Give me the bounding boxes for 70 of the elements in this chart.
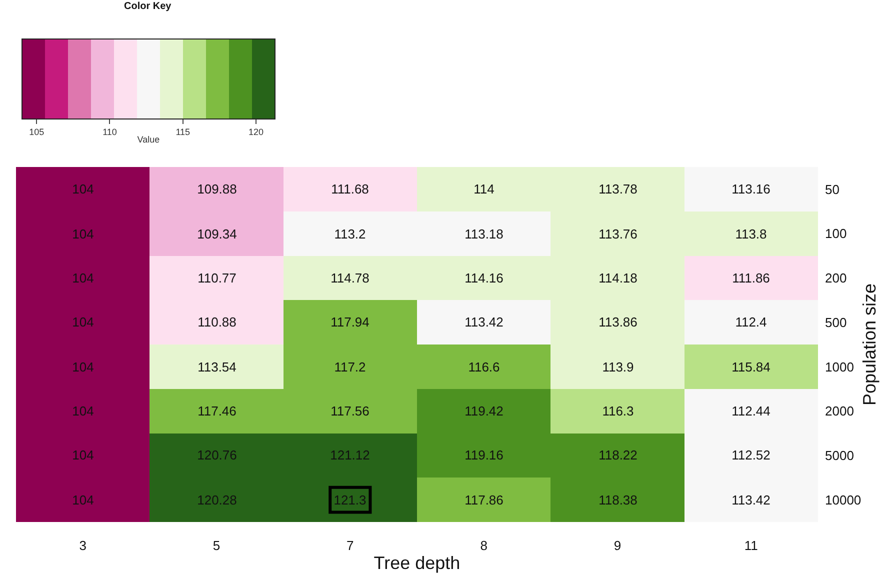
y-axis-title: Population size <box>859 283 880 406</box>
color-bar-title: Value <box>137 134 160 145</box>
data-label: 111.68 <box>331 182 369 197</box>
data-label: 121.12 <box>330 448 370 463</box>
data-label: 113.42 <box>464 314 504 330</box>
data-label: 117.86 <box>464 492 504 508</box>
data-label: 113.42 <box>732 492 770 508</box>
data-label: 114.78 <box>330 270 370 286</box>
color-bar-label: 120 <box>248 126 264 137</box>
y-tick-label: 200 <box>825 270 847 286</box>
data-label: 113.18 <box>464 226 504 242</box>
data-label: 114.18 <box>598 270 638 286</box>
data-label: 119.42 <box>464 404 504 419</box>
data-label: 119.16 <box>464 448 504 463</box>
data-label: 104 <box>72 492 94 508</box>
x-tick-label: 8 <box>480 538 488 553</box>
color-bar-label: 110 <box>102 126 117 137</box>
data-label: 104 <box>72 182 94 197</box>
data-label: 117.56 <box>330 404 370 419</box>
data-label: 111.86 <box>732 270 770 286</box>
data-label: 104 <box>72 270 94 286</box>
x-axis-title: Tree depth <box>374 553 460 574</box>
y-tick-label: 100 <box>825 226 847 242</box>
data-label: 113.8 <box>735 226 767 242</box>
data-label: 110.88 <box>198 314 236 330</box>
y-tick-label: 50 <box>825 182 840 197</box>
x-tick-label: 9 <box>614 538 622 553</box>
data-label: 114 <box>474 182 494 197</box>
data-label: 117.46 <box>198 404 236 419</box>
data-label: 113.2 <box>334 226 366 242</box>
x-tick-label: 11 <box>744 538 758 553</box>
data-label: 115.84 <box>732 360 770 375</box>
data-label: 109.88 <box>197 182 237 197</box>
data-label: 112.44 <box>732 404 770 419</box>
data-label: 113.76 <box>598 226 638 242</box>
text: Color Key <box>124 1 172 12</box>
data-label: 104 <box>72 360 94 375</box>
data-label: 114.16 <box>464 270 504 286</box>
data-label: 121.3 <box>334 492 366 508</box>
data-label: 118.38 <box>598 492 638 508</box>
data-label: 117.2 <box>334 360 366 375</box>
y-tick-label: 500 <box>825 314 847 330</box>
data-label: 104 <box>72 404 94 419</box>
data-label: 104 <box>72 226 94 242</box>
data-label: 112.4 <box>735 314 767 330</box>
data-label: 109.34 <box>197 226 237 242</box>
color-bar-label: 115 <box>176 126 190 137</box>
data-label: 104 <box>72 314 94 330</box>
data-label: 113.54 <box>198 360 236 375</box>
data-label: 113.78 <box>598 182 638 197</box>
data-label: 113.9 <box>602 360 634 375</box>
data-label: 116.3 <box>602 404 634 419</box>
x-tick-label: 7 <box>346 538 354 553</box>
y-tick-label: 10000 <box>825 492 862 508</box>
data-label: 120.28 <box>197 492 237 508</box>
data-label: 118.22 <box>598 448 638 463</box>
color-bar-label: 105 <box>29 126 44 137</box>
y-tick-label: 1000 <box>825 359 854 374</box>
data-label: 110.77 <box>198 270 236 286</box>
data-label: 113.16 <box>732 182 770 197</box>
data-label: 112.52 <box>732 448 770 463</box>
y-tick-label: 2000 <box>825 404 854 419</box>
x-tick-label: 3 <box>79 538 86 553</box>
x-tick-label: 5 <box>212 538 220 553</box>
data-label: 113.86 <box>598 314 638 330</box>
y-tick-label: 5000 <box>825 448 854 463</box>
data-label: 104 <box>72 448 94 463</box>
data-label: 116.6 <box>468 360 500 375</box>
data-label: 120.76 <box>197 448 237 463</box>
data-label: 117.94 <box>330 314 370 330</box>
